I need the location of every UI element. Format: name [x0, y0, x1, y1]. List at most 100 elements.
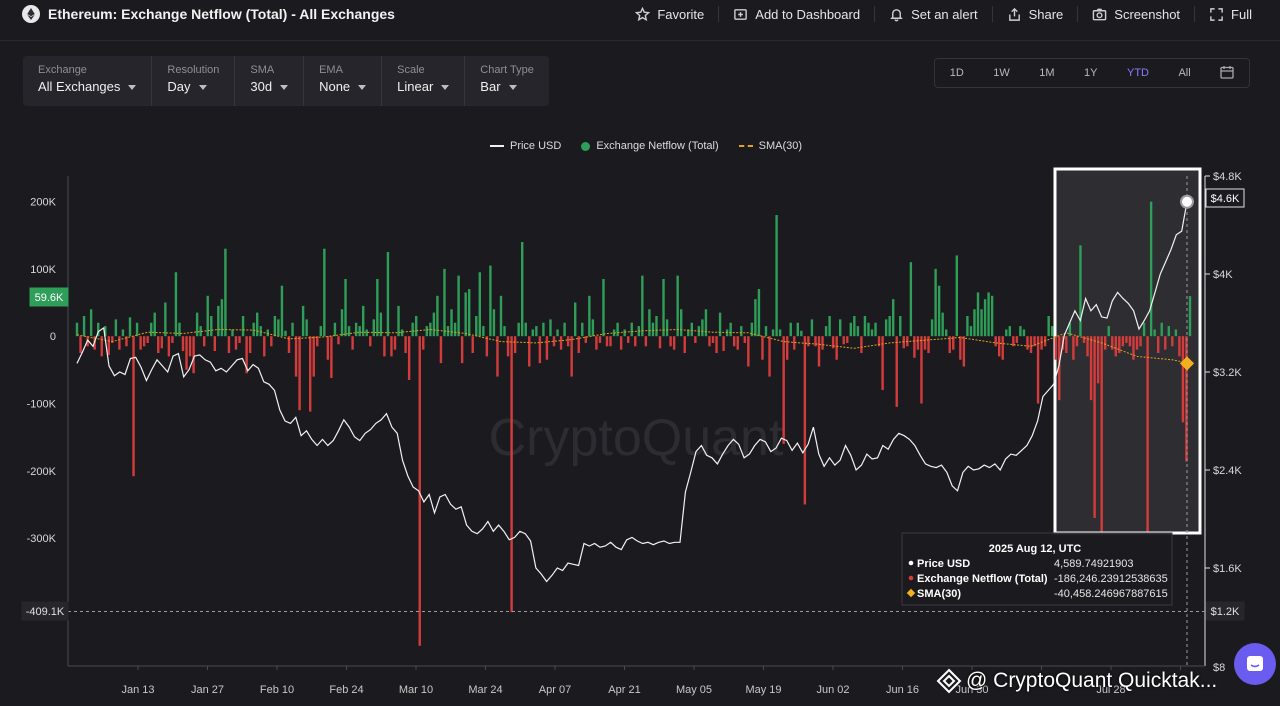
netflow-bar [1001, 336, 1004, 360]
netflow-bar [263, 336, 266, 357]
netflow-bar [418, 336, 421, 646]
netflow-min-badge: -409.1K [26, 606, 65, 618]
netflow-bar [457, 275, 460, 337]
netflow-bar [680, 309, 683, 337]
netflow-bar [1171, 336, 1174, 347]
netflow-bar [471, 336, 474, 354]
netflow-bar [312, 336, 315, 377]
netflow-bar [280, 285, 284, 337]
range-ytd[interactable]: YTD [1126, 67, 1149, 79]
x-tick-label: Jan 13 [121, 684, 154, 696]
netflow-bar [930, 319, 934, 337]
netflow-bar [121, 329, 125, 337]
netflow-bar [627, 336, 630, 343]
range-all[interactable]: All [1178, 67, 1191, 79]
netflow-bar [309, 336, 312, 412]
netflow-bar [1135, 336, 1139, 350]
share-button[interactable]: Share [991, 6, 1078, 22]
scale-select-value: Linear [397, 79, 434, 94]
add-to-dashboard-button[interactable]: Add to Dashboard [718, 6, 874, 22]
netflow-bar [542, 322, 545, 337]
set-alert-label: Set an alert [911, 6, 978, 22]
netflow-bar [354, 322, 358, 337]
calendar-button[interactable] [1216, 62, 1238, 85]
price-last-badge-bg [1205, 188, 1245, 208]
netflow-bar [867, 322, 870, 337]
netflow-bar [460, 336, 464, 364]
x-tick-label: Mar 10 [399, 684, 433, 696]
netflow-bar [895, 336, 898, 407]
netflow-bar [913, 336, 916, 358]
resolution-select-label: Resolution [167, 64, 220, 76]
netflow-bar [1139, 336, 1142, 347]
netflow-bar [559, 336, 563, 350]
netflow-bar [934, 268, 937, 337]
legend-sma[interactable]: SMA(30) [738, 140, 803, 152]
netflow-bar [948, 336, 951, 354]
netflow-bar [464, 292, 467, 337]
x-tick-label: Jun 02 [816, 684, 849, 696]
netflow-bar [786, 336, 789, 360]
netflow-bar [892, 299, 895, 337]
legend-netflow[interactable]: Exchange Netflow (Total) [581, 140, 719, 152]
netflow-bar [630, 322, 633, 337]
netflow-bar [800, 330, 803, 337]
right-tick-label: $3.2K [1213, 367, 1242, 379]
netflow-bar [1008, 326, 1011, 337]
netflow-bar [817, 336, 821, 367]
tooltip-series-dot [908, 560, 914, 566]
tooltip-series-dot [908, 575, 914, 581]
fullscreen-button[interactable]: Full [1194, 6, 1266, 22]
ema-select-label: EMA [319, 64, 343, 76]
netflow-bar [245, 336, 248, 374]
screenshot-button[interactable]: Screenshot [1077, 6, 1194, 22]
netflow-bar [125, 336, 128, 347]
price-line [76, 201, 1188, 583]
netflow-bar [75, 322, 79, 337]
netflow-bar [750, 322, 754, 337]
legend-line-swatch [489, 145, 504, 147]
ema-select[interactable]: EMA None [303, 56, 381, 106]
chat-support-button[interactable] [1234, 643, 1276, 685]
netflow-bar [1188, 296, 1192, 337]
exchange-select[interactable]: Exchange All Exchanges [23, 56, 151, 106]
netflow-bar [333, 322, 337, 337]
resolution-select-value: Day [167, 79, 191, 94]
favorite-button[interactable]: Favorite [621, 6, 718, 22]
exchange-select-value: All Exchanges [38, 79, 121, 94]
netflow-bar [411, 322, 414, 337]
legend-sma-label: SMA(30) [758, 140, 803, 152]
scale-select[interactable]: Scale Linear [381, 56, 464, 106]
set-alert-button[interactable]: Set an alert [874, 6, 992, 22]
netflow-bar [157, 336, 160, 354]
range-1y[interactable]: 1Y [1084, 67, 1098, 79]
sma-select-value: 30d [250, 79, 273, 94]
netflow-bar [824, 326, 828, 337]
range-1d[interactable]: 1D [949, 67, 964, 79]
chart-type-select[interactable]: Chart Type Bar [464, 56, 549, 106]
netflow-bar [888, 316, 891, 337]
netflow-bar [803, 336, 807, 505]
netflow-bar [171, 336, 174, 343]
chevron-down-icon [280, 85, 289, 90]
netflow-bar [683, 336, 686, 354]
netflow-bar [969, 326, 973, 337]
legend-price[interactable]: Price USD [489, 140, 561, 152]
netflow-bar [132, 336, 135, 477]
sma-select[interactable]: SMA 30d [234, 56, 303, 106]
netflow-bar [1089, 336, 1093, 401]
resolution-select[interactable]: Resolution Day [151, 56, 234, 106]
netflow-bar [937, 285, 941, 337]
netflow-bar [1149, 201, 1153, 337]
netflow-bar [733, 336, 736, 347]
netflow-bar [160, 336, 163, 349]
netflow-bar [1005, 329, 1008, 337]
netflow-bar [443, 268, 446, 337]
range-1w[interactable]: 1W [993, 67, 1010, 79]
netflow-bar [1026, 336, 1029, 350]
sma-line [76, 328, 1191, 364]
range-1m[interactable]: 1M [1039, 67, 1055, 79]
tooltip-row-label: Exchange Netflow (Total) [917, 573, 1048, 585]
netflow-bar [1058, 336, 1061, 401]
